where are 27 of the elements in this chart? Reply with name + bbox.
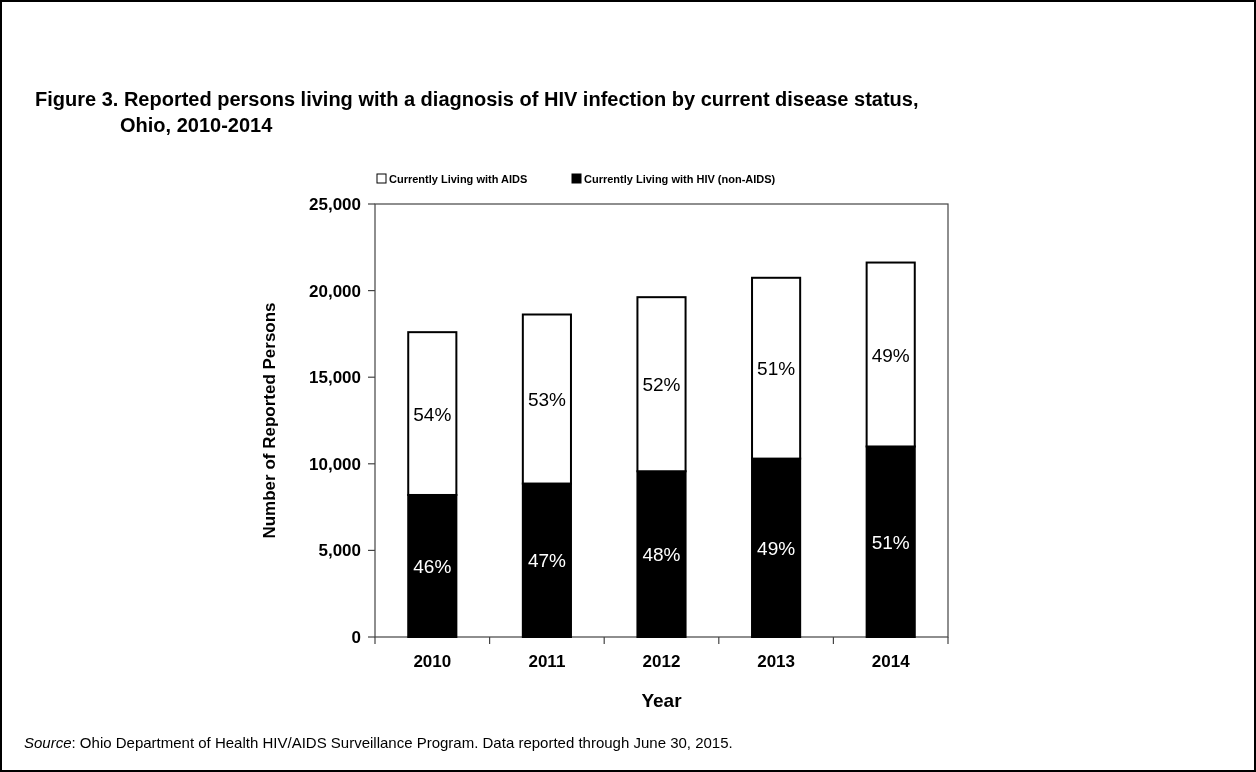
y-tick-label: 15,000 [309,368,361,388]
x-tick-label: 2011 [528,652,566,671]
y-tick-label: 5,000 [318,541,361,561]
annotation: 46% [413,555,452,577]
legend-label: Currently Living with HIV (non-AIDS) [584,173,776,185]
annotation: 51% [757,358,796,380]
x-tick-label: 2013 [757,652,796,671]
x-axis-title: Year [641,690,683,711]
annotation: 53% [527,389,567,411]
y-tick-label: 25,000 [309,195,361,214]
x-tick-label: 2010 [413,652,452,671]
annotation: 54% [413,403,452,425]
annotation: 49% [871,344,910,366]
annotation: 49% [757,537,796,559]
y-tick-label: 0 [351,628,361,647]
annotation: 48% [642,544,681,566]
annotation: 51% [871,531,910,553]
source-note: Source: Ohio Department of Health HIV/AIDS Surveillance Program. Data reported through June 30, 2015. [24,734,733,751]
y-tick-label: 20,000 [309,281,361,301]
y-axis-title: Number of Reported Persons [260,302,279,539]
x-tick-label: 2014 [871,652,911,671]
y-tick-label: 10,000 [309,454,361,474]
legend-label: Currently Living with AIDS [389,173,528,185]
annotation: 52% [642,374,681,396]
chart-title: Figure 3. Reported persons living with a diagnosis of HIV infection by current disease status, Ohio, 2010-2014 [35,88,919,136]
x-tick-label: 2012 [642,652,681,671]
annotation: 47% [527,550,567,572]
